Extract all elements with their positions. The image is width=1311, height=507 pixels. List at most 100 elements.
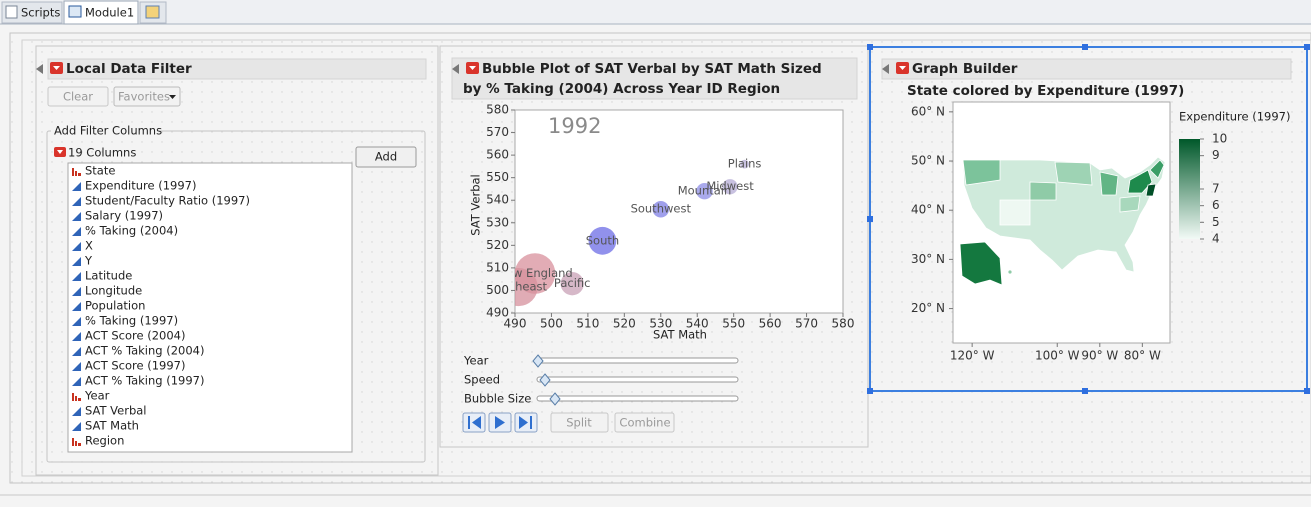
y-tick-label: 40° N: [911, 203, 945, 217]
state: [1119, 195, 1141, 213]
panel-title: Graph Builder: [912, 61, 1018, 77]
color-tick-label: 10: [1212, 132, 1227, 146]
state: [999, 199, 1031, 226]
split-button[interactable]: [550, 412, 609, 433]
favorites-button[interactable]: [113, 86, 181, 107]
continuous-icon: [72, 197, 81, 206]
red-menu-arrow: [469, 66, 476, 70]
y-tick-label: 570: [486, 125, 509, 139]
state: [1145, 183, 1157, 197]
y-tick-label: 520: [486, 238, 509, 252]
color-tick-label: 9: [1212, 148, 1220, 162]
y-tick-label: 50° N: [911, 154, 945, 168]
bubble: [588, 226, 617, 255]
clear-button[interactable]: [47, 86, 109, 107]
button-label: Favorites: [118, 90, 170, 104]
continuous-icon: [72, 182, 81, 191]
x-tick-label: 540: [686, 317, 709, 331]
continuous-icon: [72, 212, 81, 221]
icon: [468, 416, 481, 429]
slider-thumb[interactable]: [539, 373, 551, 387]
state: [1127, 169, 1153, 194]
x-tick-label: 90° W: [1081, 349, 1118, 363]
bubble-label: Mountain: [678, 184, 732, 198]
continuous-icon: [72, 377, 81, 386]
frame-label: 1992: [548, 114, 601, 138]
red-menu-arrow: [899, 66, 906, 70]
continuous-icon: [72, 257, 81, 266]
nominal-icon: [72, 168, 81, 176]
column-name: ACT Score (2004): [85, 329, 185, 343]
slider-track: [536, 376, 739, 383]
x-tick-label: 120° W: [950, 349, 995, 363]
chart-title: Bubble Plot of SAT Verbal by SAT Math Si…: [482, 61, 822, 77]
x-tick-label: 530: [649, 317, 672, 331]
map: [959, 156, 1166, 286]
icon: [519, 416, 532, 429]
container: [21, 39, 1311, 477]
add-button[interactable]: [355, 146, 417, 168]
disclosure[interactable]: [882, 64, 889, 74]
group-box: [46, 130, 426, 463]
x-tick-label: 100° W: [1035, 349, 1080, 363]
y-tick-label: 530: [486, 215, 509, 229]
button-label: Combine: [619, 416, 670, 430]
slider-thumb[interactable]: [532, 354, 544, 368]
state: [1054, 161, 1093, 186]
tab-selected[interactable]: [63, 0, 139, 25]
column-name: State: [85, 164, 115, 178]
x-tick-label: 520: [613, 317, 636, 331]
slider-label: Bubble Size: [464, 392, 531, 406]
bubble: [696, 182, 713, 200]
tab-bar: [0, 0, 1311, 24]
combine-button[interactable]: [614, 412, 675, 433]
continuous-icon: [72, 227, 81, 236]
continuous-icon: [72, 287, 81, 296]
continuous-icon: [72, 407, 81, 416]
x-tick-label: 490: [504, 317, 527, 331]
state: [1099, 171, 1119, 196]
y-tick-label: 500: [486, 283, 509, 297]
chart-title: by % Taking (2004) Across Year ID Region: [463, 81, 780, 97]
y-tick-label: 490: [486, 306, 509, 320]
column-name: ACT % Taking (1997): [85, 374, 204, 388]
y-tick-label: 510: [486, 260, 509, 274]
state: [1029, 181, 1057, 201]
continuous-icon: [72, 347, 81, 356]
continuous-icon: [72, 332, 81, 341]
tab-label: Scripts: [21, 6, 60, 20]
continuous-icon: [72, 242, 81, 251]
continuous-icon: [72, 317, 81, 326]
group-label: Add Filter Columns: [54, 124, 162, 138]
disclosure[interactable]: [452, 64, 459, 74]
column-name: Longitude: [85, 284, 142, 298]
panel-header: [47, 58, 427, 80]
bubble-label: Pacific: [554, 276, 591, 290]
column-name: Y: [84, 254, 93, 268]
bubble: [652, 201, 670, 218]
bubble-label: Plains: [728, 157, 762, 171]
bubble: [515, 268, 538, 307]
button-label: Add: [375, 150, 397, 164]
slider-track: [536, 357, 739, 364]
slider-thumb[interactable]: [549, 392, 561, 406]
nominal-icon: [72, 438, 81, 446]
nominal-icon: [72, 393, 81, 401]
bubble-label: South: [586, 233, 619, 247]
x-tick-label: 550: [722, 317, 745, 331]
column-name: Population: [85, 299, 145, 313]
bubble-panel: [439, 45, 869, 448]
tab-icon: [68, 5, 82, 18]
column-list: [67, 162, 353, 453]
y-tick-label: 30° N: [911, 252, 945, 266]
y-tick-label: 20° N: [911, 301, 945, 315]
red-menu-arrow: [53, 66, 60, 70]
column-name: Student/Faculty Ratio (1997): [85, 194, 250, 208]
column-name: SAT Math: [85, 419, 139, 433]
column-name: Expenditure (1997): [85, 179, 196, 193]
continuous-icon: [72, 362, 81, 371]
y-tick-label: 60° N: [911, 104, 945, 118]
disclosure[interactable]: [36, 64, 43, 74]
bubble: [740, 159, 749, 169]
color-tick-label: 6: [1212, 198, 1220, 212]
